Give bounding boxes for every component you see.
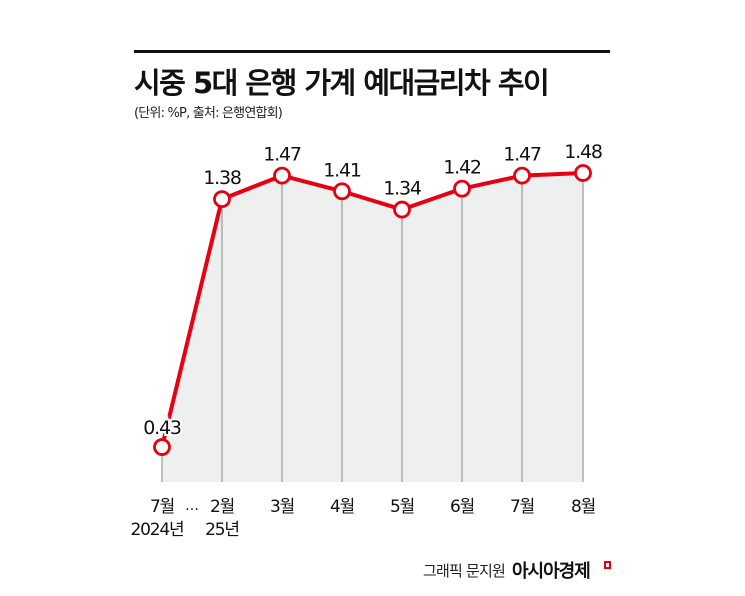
data-point-marker xyxy=(453,179,471,198)
data-point-marker xyxy=(574,164,592,182)
x-axis-label: 5월 xyxy=(390,497,414,517)
data-value-label: 1.47 xyxy=(503,144,541,166)
x-axis-year-label: 2024년 xyxy=(131,520,184,540)
x-axis-label: 4월 xyxy=(330,497,354,517)
top-rule xyxy=(134,50,610,53)
x-axis-label: 6월 xyxy=(450,497,474,517)
data-line xyxy=(160,171,584,448)
data-value-label: 1.34 xyxy=(383,178,422,200)
area-fill xyxy=(162,173,583,482)
data-value-label: 1.48 xyxy=(564,141,602,163)
x-axis-year-label: 25년 xyxy=(205,520,239,540)
brand-mark-icon xyxy=(604,561,611,569)
data-point-marker xyxy=(153,438,171,456)
graphic-credit: 그래픽 문지원 xyxy=(423,562,506,580)
data-value-label: 0.43 xyxy=(143,417,181,439)
chart-title: 시중 5대 은행 가계 예대금리차 추이 xyxy=(134,66,550,100)
data-value-label: 1.42 xyxy=(443,157,481,179)
data-point-marker xyxy=(213,190,231,209)
data-point-marker xyxy=(513,166,531,185)
x-axis-label: 3월 xyxy=(270,497,294,517)
data-value-label: 1.47 xyxy=(263,144,301,166)
axis-break-ellipsis: … xyxy=(185,498,199,514)
data-point-marker xyxy=(393,200,411,219)
x-axis-label: 8월 xyxy=(571,497,595,517)
x-axis-label: 7월 xyxy=(510,497,534,517)
chart-subtitle: (단위: %P, 출처: 은행연합회) xyxy=(134,106,283,121)
brand-logo: 아시아경제 xyxy=(512,561,591,582)
x-axis-label: 2월 xyxy=(210,497,234,517)
data-point-marker xyxy=(273,166,291,185)
data-value-label: 1.38 xyxy=(203,167,241,189)
x-axis-label: 7월 xyxy=(150,497,174,517)
data-point-marker xyxy=(333,182,351,201)
data-value-label: 1.41 xyxy=(323,159,361,181)
